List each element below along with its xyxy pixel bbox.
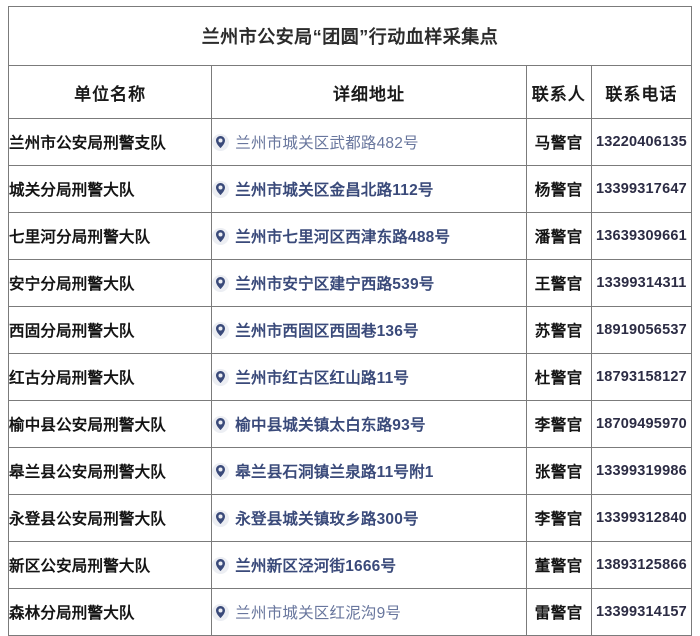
cell-phone-number: 13639309661 <box>590 212 693 260</box>
table-row: 七里河分局刑警大队 兰州市七里河区西津东路488号 潘警官 13639309661 <box>7 212 693 260</box>
address-wrapper: 兰州市红古区红山路11号 <box>212 366 525 388</box>
blood-sample-collection-table: 兰州市公安局“团圆”行动血样采集点 单位名称 详细地址 联系人 联系电话 兰州市… <box>7 6 693 636</box>
location-pin-icon <box>212 321 230 339</box>
location-pin-icon <box>212 462 230 480</box>
cell-address: 兰州市城关区金昌北路112号 <box>211 165 527 213</box>
cell-contact-person: 李警官 <box>525 494 592 542</box>
cell-address: 兰州市红古区红山路11号 <box>211 353 527 401</box>
title-row: 兰州市公安局“团圆”行动血样采集点 <box>8 6 692 66</box>
table-row: 城关分局刑警大队 兰州市城关区金昌北路112号 杨警官 13399317647 <box>7 165 693 213</box>
address-wrapper: 兰州市城关区红泥沟9号 <box>212 601 525 623</box>
cell-address: 兰州市安宁区建宁西路539号 <box>211 259 527 307</box>
header-row: 单位名称 详细地址 联系人 联系电话 <box>7 65 693 119</box>
address-wrapper: 兰州市安宁区建宁西路539号 <box>212 272 525 294</box>
cell-address: 兰州新区泾河街1666号 <box>211 541 527 589</box>
cell-address: 皋兰县石洞镇兰泉路11号附1 <box>211 447 527 495</box>
address-text: 兰州市城关区红泥沟9号 <box>235 605 402 622</box>
address-wrapper: 兰州市七里河区西津东路488号 <box>212 225 525 247</box>
cell-contact-person: 杨警官 <box>525 165 592 213</box>
cell-address: 榆中县城关镇太白东路93号 <box>211 400 527 448</box>
table-row: 西固分局刑警大队 兰州市西固区西固巷136号 苏警官 18919056537 <box>7 306 693 354</box>
table-row: 皋兰县公安局刑警大队 皋兰县石洞镇兰泉路11号附1 张警官 13399319986 <box>7 447 693 495</box>
address-text: 兰州新区泾河街1666号 <box>235 558 397 575</box>
cell-contact-person: 李警官 <box>525 400 592 448</box>
table-row: 永登县公安局刑警大队 永登县城关镇玫乡路300号 李警官 13399312840 <box>7 494 693 542</box>
column-header-unit: 单位名称 <box>7 65 213 119</box>
address-text: 兰州市城关区武都路482号 <box>235 135 419 152</box>
cell-phone-number: 13893125866 <box>590 541 693 589</box>
address-wrapper: 兰州市城关区武都路482号 <box>212 131 525 153</box>
column-header-contact: 联系人 <box>525 65 592 119</box>
cell-phone-number: 13399317647 <box>590 165 693 213</box>
cell-unit-name: 七里河分局刑警大队 <box>7 212 213 260</box>
location-pin-icon <box>212 368 230 386</box>
table-row: 兰州市公安局刑警支队 兰州市城关区武都路482号 马警官 13220406135 <box>7 118 693 166</box>
address-wrapper: 兰州市城关区金昌北路112号 <box>212 178 525 200</box>
address-wrapper: 榆中县城关镇太白东路93号 <box>212 413 525 435</box>
table-row: 安宁分局刑警大队 兰州市安宁区建宁西路539号 王警官 13399314311 <box>7 259 693 307</box>
address-wrapper: 兰州新区泾河街1666号 <box>212 554 525 576</box>
location-pin-icon <box>212 227 230 245</box>
cell-unit-name: 红古分局刑警大队 <box>7 353 213 401</box>
page-title: 兰州市公安局“团圆”行动血样采集点 <box>8 6 692 66</box>
cell-unit-name: 安宁分局刑警大队 <box>7 259 213 307</box>
column-header-address: 详细地址 <box>211 65 527 119</box>
cell-unit-name: 新区公安局刑警大队 <box>7 541 213 589</box>
cell-contact-person: 王警官 <box>525 259 592 307</box>
cell-phone-number: 13399312840 <box>590 494 693 542</box>
cell-phone-number: 13220406135 <box>590 118 693 166</box>
cell-address: 兰州市城关区红泥沟9号 <box>211 588 527 636</box>
address-text: 榆中县城关镇太白东路93号 <box>235 417 426 434</box>
cell-contact-person: 董警官 <box>525 541 592 589</box>
address-wrapper: 皋兰县石洞镇兰泉路11号附1 <box>212 460 525 482</box>
cell-phone-number: 18793158127 <box>590 353 693 401</box>
cell-address: 兰州市城关区武都路482号 <box>211 118 527 166</box>
location-pin-icon <box>212 603 230 621</box>
cell-phone-number: 18919056537 <box>590 306 693 354</box>
cell-contact-person: 马警官 <box>525 118 592 166</box>
address-wrapper: 兰州市西固区西固巷136号 <box>212 319 525 341</box>
table-row: 森林分局刑警大队 兰州市城关区红泥沟9号 雷警官 13399314157 <box>7 588 693 636</box>
cell-unit-name: 兰州市公安局刑警支队 <box>7 118 213 166</box>
cell-unit-name: 榆中县公安局刑警大队 <box>7 400 213 448</box>
address-text: 兰州市七里河区西津东路488号 <box>235 229 451 246</box>
table-row: 榆中县公安局刑警大队 榆中县城关镇太白东路93号 李警官 18709495970 <box>7 400 693 448</box>
cell-unit-name: 城关分局刑警大队 <box>7 165 213 213</box>
cell-unit-name: 森林分局刑警大队 <box>7 588 213 636</box>
address-text: 兰州市安宁区建宁西路539号 <box>235 276 435 293</box>
column-header-phone: 联系电话 <box>590 65 693 119</box>
cell-contact-person: 雷警官 <box>525 588 592 636</box>
cell-contact-person: 张警官 <box>525 447 592 495</box>
address-text: 兰州市城关区金昌北路112号 <box>235 182 434 199</box>
cell-contact-person: 苏警官 <box>525 306 592 354</box>
location-pin-icon <box>212 415 230 433</box>
cell-unit-name: 皋兰县公安局刑警大队 <box>7 447 213 495</box>
address-text: 兰州市西固区西固巷136号 <box>235 323 419 340</box>
cell-phone-number: 13399319986 <box>590 447 693 495</box>
address-text: 兰州市红古区红山路11号 <box>235 370 410 387</box>
cell-phone-number: 18709495970 <box>590 400 693 448</box>
cell-address: 永登县城关镇玫乡路300号 <box>211 494 527 542</box>
cell-address: 兰州市西固区西固巷136号 <box>211 306 527 354</box>
address-text: 永登县城关镇玫乡路300号 <box>235 511 419 528</box>
location-pin-icon <box>212 509 230 527</box>
address-wrapper: 永登县城关镇玫乡路300号 <box>212 507 525 529</box>
table-row: 新区公安局刑警大队 兰州新区泾河街1666号 董警官 13893125866 <box>7 541 693 589</box>
location-pin-icon <box>212 133 230 151</box>
cell-phone-number: 13399314157 <box>590 588 693 636</box>
cell-unit-name: 永登县公安局刑警大队 <box>7 494 213 542</box>
cell-address: 兰州市七里河区西津东路488号 <box>211 212 527 260</box>
cell-phone-number: 13399314311 <box>590 259 693 307</box>
cell-unit-name: 西固分局刑警大队 <box>7 306 213 354</box>
location-pin-icon <box>212 556 230 574</box>
cell-contact-person: 潘警官 <box>525 212 592 260</box>
address-text: 皋兰县石洞镇兰泉路11号附1 <box>235 464 434 481</box>
cell-contact-person: 杜警官 <box>525 353 592 401</box>
location-pin-icon <box>212 180 230 198</box>
table-row: 红古分局刑警大队 兰州市红古区红山路11号 杜警官 18793158127 <box>7 353 693 401</box>
location-pin-icon <box>212 274 230 292</box>
